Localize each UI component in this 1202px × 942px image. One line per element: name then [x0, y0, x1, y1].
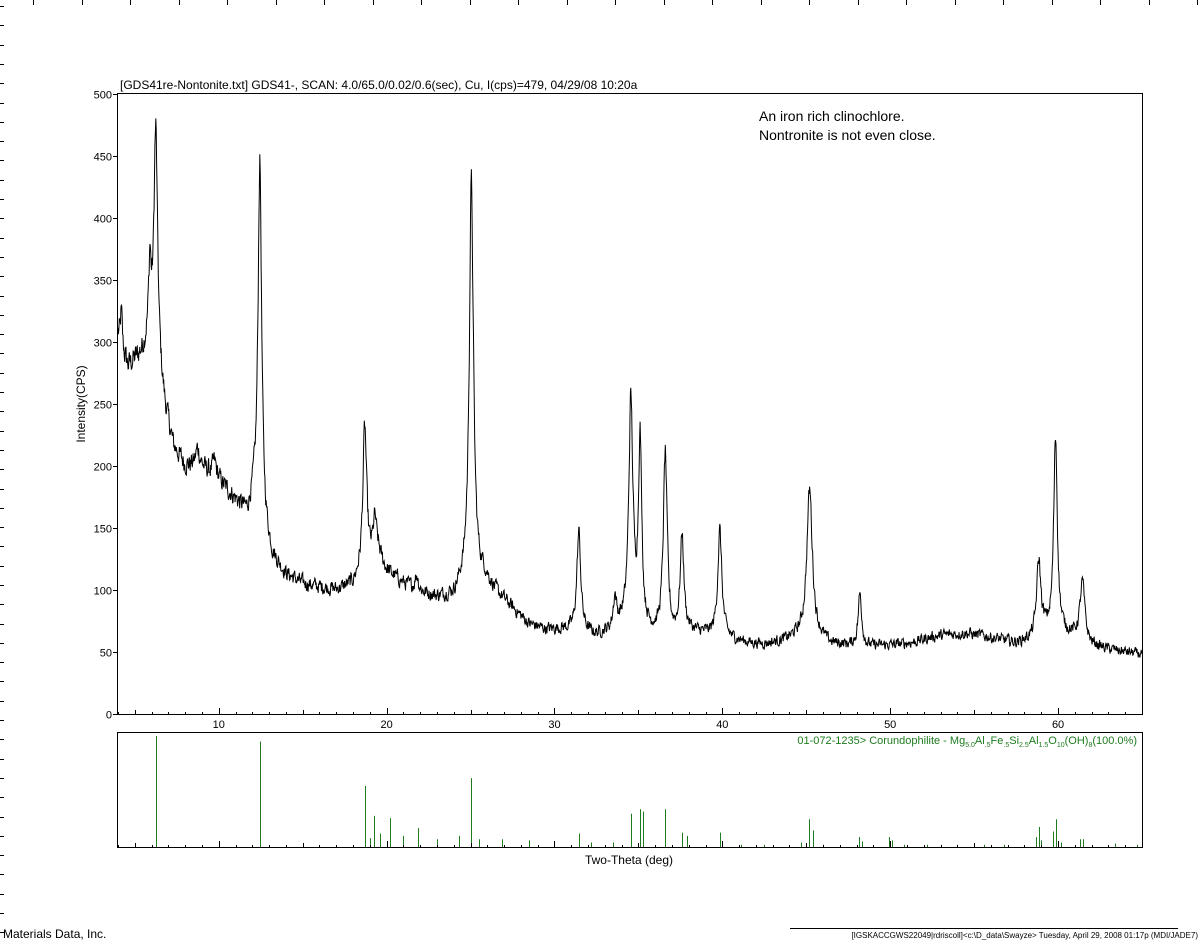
y-tick-label: 400 — [94, 214, 112, 226]
xrd-pattern-line — [117, 118, 1143, 658]
reference-pdf-label: 01-072-1235> Corundophilite - Mg5.0Al.5F… — [797, 735, 1137, 749]
x-tick-label: 40 — [716, 719, 728, 731]
top-ruler — [33, 0, 1198, 5]
annotation-line-1: An iron rich clinochlore. — [759, 108, 905, 124]
x-tick-label: 30 — [548, 719, 560, 731]
y-tick-label: 500 — [94, 90, 112, 102]
y-tick-label: 100 — [94, 586, 112, 598]
annotation-line-2: Nontronite is not even close. — [759, 127, 936, 143]
reference-panel-frame — [117, 732, 1143, 848]
x-axis-label: Two-Theta (deg) — [585, 853, 673, 867]
reference-x-ticks — [118, 841, 1143, 847]
y-tick-label: 150 — [94, 524, 112, 536]
y-tick-label: 350 — [94, 276, 112, 288]
y-tick-label: 250 — [94, 400, 112, 412]
y-tick-label: 450 — [94, 152, 112, 164]
y-axis-ticks: 0 50 100 150 200 250 300 350 400 450 500 — [94, 90, 118, 722]
x-axis-ticks: 10 20 30 40 50 60 — [118, 708, 1143, 731]
reference-sticks — [156, 736, 1138, 847]
y-tick-label: 200 — [94, 462, 112, 474]
header-title: [GDS41re-Nontonite.txt] GDS41-, SCAN: 4.… — [120, 78, 638, 92]
footer-company: Materials Data, Inc. — [3, 927, 106, 941]
x-tick-label: 50 — [884, 719, 896, 731]
y-tick-label: 300 — [94, 338, 112, 350]
y-axis-label: Intensity(CPS) — [74, 365, 88, 442]
left-ruler — [0, 6, 4, 933]
x-tick-label: 20 — [380, 719, 392, 731]
y-tick-label: 50 — [100, 648, 112, 660]
y-tick-label: 0 — [106, 710, 112, 722]
x-tick-label: 60 — [1052, 719, 1064, 731]
footer-info: [IGSKACCGWS22049|rdriscoll]<c:\D_data\Sw… — [851, 931, 1198, 940]
x-tick-label: 10 — [213, 719, 225, 731]
